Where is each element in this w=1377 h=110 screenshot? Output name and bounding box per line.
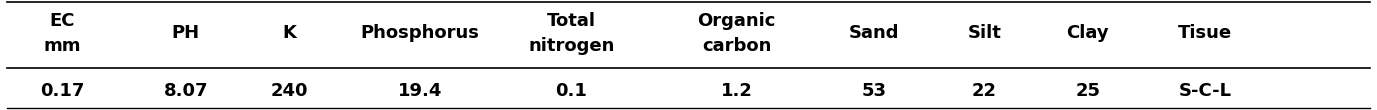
Text: 53: 53 [862,82,887,100]
Text: EC
mm: EC mm [43,12,81,54]
Text: K: K [282,24,296,42]
Text: Clay: Clay [1067,24,1108,42]
Text: 19.4: 19.4 [398,82,442,100]
Text: 25: 25 [1075,82,1100,100]
Text: Silt: Silt [968,24,1001,42]
Text: Sand: Sand [850,24,899,42]
Text: 22: 22 [972,82,997,100]
Text: 1.2: 1.2 [720,82,753,100]
Text: Phosphorus: Phosphorus [361,24,479,42]
Text: 8.07: 8.07 [164,82,208,100]
Text: Total
nitrogen: Total nitrogen [529,12,614,54]
Text: Organic
carbon: Organic carbon [698,12,775,54]
Text: 0.17: 0.17 [40,82,84,100]
Text: S-C-L: S-C-L [1179,82,1231,100]
Text: PH: PH [172,24,200,42]
Text: 0.1: 0.1 [555,82,588,100]
Text: 240: 240 [270,82,308,100]
Text: Tisue: Tisue [1177,24,1232,42]
